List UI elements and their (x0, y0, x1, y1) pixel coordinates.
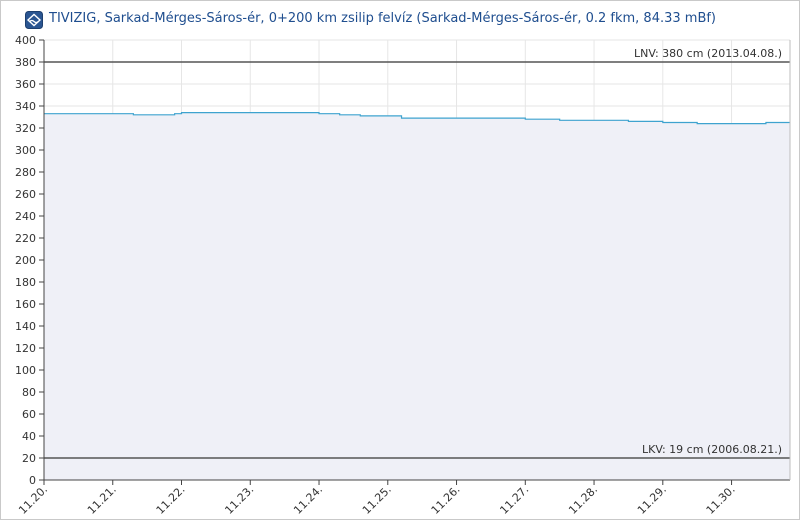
x-tick-label: 11.27. (497, 483, 531, 517)
series-line (44, 112, 790, 125)
y-tick-label: 0 (29, 474, 36, 487)
y-tick-label: 160 (15, 298, 36, 311)
y-tick-label: 400 (15, 34, 36, 47)
y-tick-label: 320 (15, 122, 36, 135)
y-tick-label: 100 (15, 364, 36, 377)
y-tick-label: 60 (22, 408, 36, 421)
x-tick-label: 11.21. (85, 483, 119, 517)
x-tick-label: 11.26. (429, 483, 463, 517)
y-tick-label: 340 (15, 100, 36, 113)
reference-line-label: LNV: 380 cm (2013.04.08.) (634, 47, 782, 60)
y-tick-label: 20 (22, 452, 36, 465)
y-tick-label: 140 (15, 320, 36, 333)
x-tick-label: 11.30. (704, 483, 738, 517)
x-tick-label: 11.22. (154, 483, 188, 517)
x-tick-label: 11.20. (16, 483, 50, 517)
y-tick-label: 40 (22, 430, 36, 443)
y-tick-label: 240 (15, 210, 36, 223)
y-tick-label: 360 (15, 78, 36, 91)
x-tick-label: 11.28. (566, 483, 600, 517)
chart-title: TIVIZIG, Sarkad-Mérges-Sáros-ér, 0+200 k… (49, 11, 717, 26)
tivizig-logo-icon (25, 11, 43, 29)
reference-line-label: LKV: 19 cm (2006.08.21.) (642, 443, 782, 456)
x-tick-label: 11.24. (291, 483, 325, 517)
y-tick-label: 280 (15, 166, 36, 179)
y-tick-label: 120 (15, 342, 36, 355)
y-tick-label: 180 (15, 276, 36, 289)
y-tick-label: 380 (15, 56, 36, 69)
x-tick-label: 11.23. (222, 483, 256, 517)
y-tick-label: 300 (15, 144, 36, 157)
chart-header: TIVIZIG, Sarkad-Mérges-Sáros-ér, 0+200 k… (0, 0, 800, 38)
y-tick-label: 80 (22, 386, 36, 399)
y-tick-label: 260 (15, 188, 36, 201)
y-tick-label: 200 (15, 254, 36, 267)
series-area (44, 112, 790, 480)
x-tick-label: 11.25. (360, 483, 394, 517)
x-tick-label: 11.29. (635, 483, 669, 517)
y-tick-label: 220 (15, 232, 36, 245)
